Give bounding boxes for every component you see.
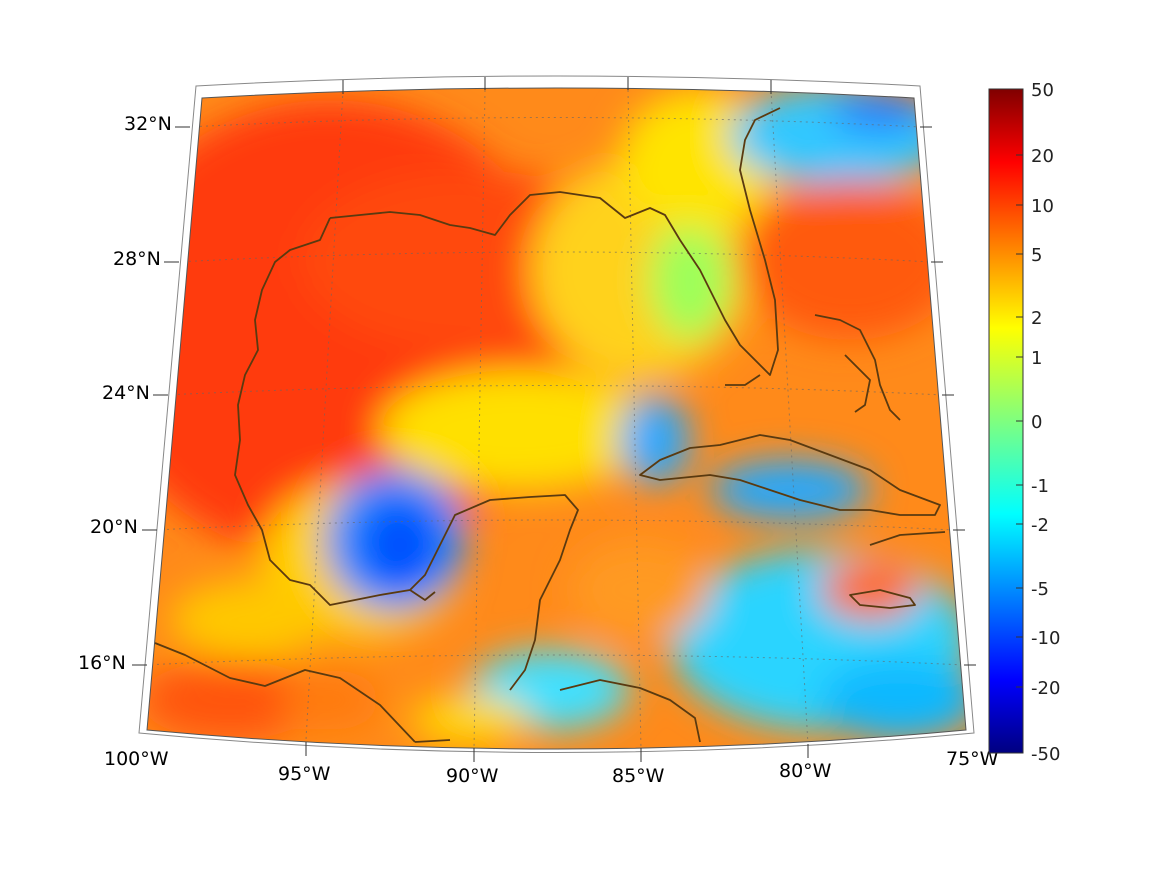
lon-labels: 100°W 95°W 90°W 85°W 80°W 75°W: [104, 748, 999, 787]
lon-label-100w: 100°W: [104, 748, 169, 770]
lat-label-16n: 16°N: [78, 652, 126, 674]
colorbar-ticks: [1016, 154, 1023, 688]
lon-label-90w: 90°W: [446, 765, 499, 787]
colorbar: 50 20 10 5 2 1 0 -1 -2 -5 -10 -20 -50: [988, 80, 1060, 765]
colorbar-label-neg50: -50: [1031, 744, 1060, 765]
colorbar-label-50: 50: [1031, 80, 1054, 101]
lat-label-20n: 20°N: [90, 516, 138, 538]
data-field: [147, 88, 966, 749]
lat-label-28n: 28°N: [113, 248, 161, 270]
colorbar-label-10: 10: [1031, 196, 1054, 217]
colorbar-label-neg20: -20: [1031, 678, 1060, 699]
lon-label-80w: 80°W: [779, 760, 832, 782]
frame-ticks: [132, 77, 976, 762]
colorbar-label-neg10: -10: [1031, 628, 1060, 649]
graticule: [147, 89, 965, 749]
colorbar-label-2: 2: [1031, 308, 1042, 329]
lon-label-85w: 85°W: [612, 765, 665, 787]
colorbar-label-20: 20: [1031, 146, 1054, 167]
lon-label-75w: 75°W: [946, 748, 999, 770]
map-frame: [138, 75, 975, 753]
lon-label-95w: 95°W: [278, 763, 331, 785]
colorbar-label-0: 0: [1031, 412, 1042, 433]
colorbar-label-neg1: -1: [1031, 476, 1049, 497]
colorbar-label-neg5: -5: [1031, 579, 1049, 600]
lat-label-24n: 24°N: [102, 382, 150, 404]
lat-label-32n: 32°N: [124, 113, 172, 135]
colorbar-label-1: 1: [1031, 348, 1042, 369]
lat-labels: 32°N 28°N 24°N 20°N 16°N: [78, 113, 172, 674]
colorbar-label-neg2: -2: [1031, 515, 1049, 536]
colorbar-label-5: 5: [1031, 245, 1042, 266]
coastlines: [154, 107, 946, 743]
